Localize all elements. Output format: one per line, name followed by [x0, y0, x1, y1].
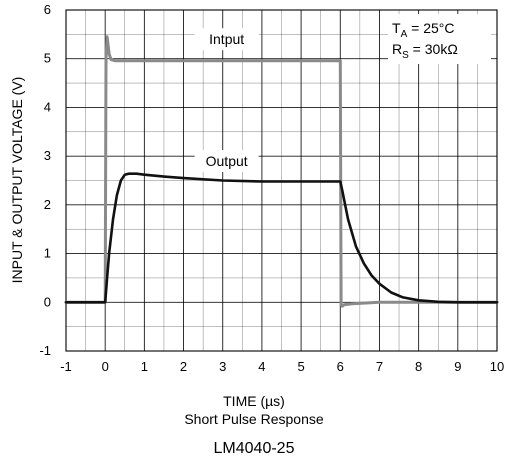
x-tick-labels: -1 0 1 2 3 4 5 6 7 8 9 10 — [60, 359, 504, 374]
chart-subtitle: Short Pulse Response — [184, 411, 324, 427]
y-tick-label: 2 — [44, 197, 51, 212]
y-tick-labels: -1 0 1 2 3 4 5 6 — [39, 2, 51, 358]
plot-frame — [65, 9, 498, 352]
x-tick-label: -1 — [60, 359, 72, 374]
input-series-line — [64, 35, 499, 308]
series-lines — [64, 35, 499, 308]
y-tick-label: 6 — [44, 2, 51, 17]
x-tick-label: 10 — [490, 359, 504, 374]
output-series-label: Output — [206, 153, 248, 169]
x-axis-label: TIME (µs) — [223, 393, 285, 409]
series-labels: Intput Output — [194, 28, 259, 173]
x-tick-label: 4 — [258, 359, 265, 374]
x-tick-label: 8 — [415, 359, 422, 374]
ambient-temperature-label: TA = 25°C — [392, 20, 454, 40]
source-resistance-label: RS = 30kΩ — [392, 41, 458, 61]
y-tick-label: 1 — [44, 246, 51, 261]
x-tick-label: 0 — [102, 359, 109, 374]
part-number: LM4040-25 — [213, 440, 295, 457]
conditions-box: TA = 25°CRS = 30kΩ — [388, 14, 491, 64]
conditions-bg — [388, 14, 491, 64]
y-tick-label: -1 — [39, 343, 51, 358]
x-tick-label: 3 — [219, 359, 226, 374]
input-series-label: Intput — [209, 31, 244, 47]
y-tick-label: 4 — [44, 99, 51, 114]
x-tick-label: 5 — [297, 359, 304, 374]
y-tick-label: 3 — [44, 148, 51, 163]
output-series-line — [64, 172, 499, 304]
y-axis-label: INPUT & OUTPUT VOLTAGE (V) — [9, 77, 25, 284]
x-tick-label: 2 — [180, 359, 187, 374]
y-tick-label: 0 — [44, 294, 51, 309]
series-label-bg — [194, 150, 259, 173]
y-tick-label: 5 — [44, 51, 51, 66]
x-tick-label: 9 — [454, 359, 461, 374]
series-label-bg — [194, 28, 259, 51]
x-tick-label: 1 — [141, 359, 148, 374]
x-tick-label: 6 — [337, 359, 344, 374]
x-tick-label: 7 — [376, 359, 383, 374]
